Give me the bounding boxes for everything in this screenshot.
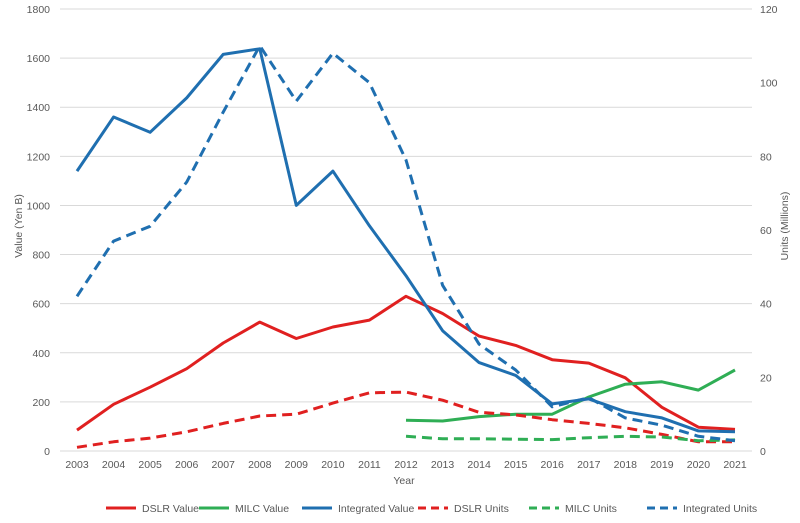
x-axis-title: Year <box>393 475 415 487</box>
series-lines <box>75 44 736 449</box>
legend-label: DSLR Units <box>454 503 509 515</box>
x-tick-label: 2017 <box>577 459 601 471</box>
x-tick-label: 2003 <box>65 459 89 471</box>
right-tick-label: 20 <box>760 372 772 384</box>
left-tick-label: 0 <box>44 446 50 458</box>
series-line-integrated-value <box>75 47 736 434</box>
legend-label: DSLR Value <box>142 503 199 515</box>
right-tick-label: 40 <box>760 299 772 311</box>
x-tick-label: 2020 <box>687 459 711 471</box>
legend-label: Integrated Value <box>338 503 414 515</box>
left-tick-label: 1800 <box>27 4 51 16</box>
x-tick-label: 2013 <box>431 459 455 471</box>
series-line-dslr-value <box>76 294 736 432</box>
x-tick-label: 2016 <box>541 459 565 471</box>
right-axis-ticks: 0 20 40 60 80 100 120 <box>760 4 778 458</box>
x-tick-label: 2009 <box>285 459 309 471</box>
x-tick-label: 2008 <box>248 459 272 471</box>
left-tick-label: 1600 <box>27 53 51 65</box>
legend-label: MILC Units <box>565 503 617 515</box>
gridlines <box>60 8 752 452</box>
legend: DSLR Value MILC Value Integrated Value DSLR… <box>106 503 757 515</box>
x-tick-label: 2010 <box>321 459 345 471</box>
left-tick-label: 800 <box>32 250 50 262</box>
series-line-milc-units <box>405 434 736 443</box>
right-tick-label: 80 <box>760 151 772 163</box>
left-tick-label: 1200 <box>27 151 51 163</box>
right-tick-label: 100 <box>760 78 778 90</box>
legend-label: MILC Value <box>235 503 289 515</box>
x-tick-label: 2011 <box>358 459 381 471</box>
x-tick-label: 2021 <box>723 459 747 471</box>
x-tick-label: 2018 <box>614 459 638 471</box>
right-tick-label: 120 <box>760 4 778 16</box>
x-tick-label: 2019 <box>650 459 674 471</box>
x-tick-label: 2014 <box>467 459 491 471</box>
x-tick-label: 2004 <box>102 459 126 471</box>
left-tick-label: 400 <box>32 348 50 360</box>
x-tick-label: 2015 <box>504 459 528 471</box>
left-axis-title: Value (Yen B) <box>13 194 25 258</box>
legend-label: Integrated Units <box>683 503 757 515</box>
left-tick-label: 1000 <box>27 200 51 212</box>
right-axis-title: Units (Millions) <box>779 192 791 261</box>
left-tick-label: 1400 <box>27 102 51 114</box>
x-axis-ticks: 2003 2004 2005 2006 2007 2008 2009 2010 2011 2012… <box>65 459 747 471</box>
series-line-integrated-units <box>75 44 736 443</box>
right-tick-label: 60 <box>760 225 772 237</box>
x-tick-label: 2006 <box>175 459 199 471</box>
left-tick-label: 600 <box>32 299 50 311</box>
series-line-milc-value <box>405 368 736 423</box>
x-tick-label: 2007 <box>212 459 236 471</box>
x-tick-label: 2005 <box>138 459 162 471</box>
left-axis-ticks: 0 200 400 600 800 1000 1200 1400 1600 1800 <box>27 4 51 458</box>
x-tick-label: 2012 <box>394 459 418 471</box>
right-tick-label: 0 <box>760 446 766 458</box>
left-tick-label: 200 <box>32 397 50 409</box>
